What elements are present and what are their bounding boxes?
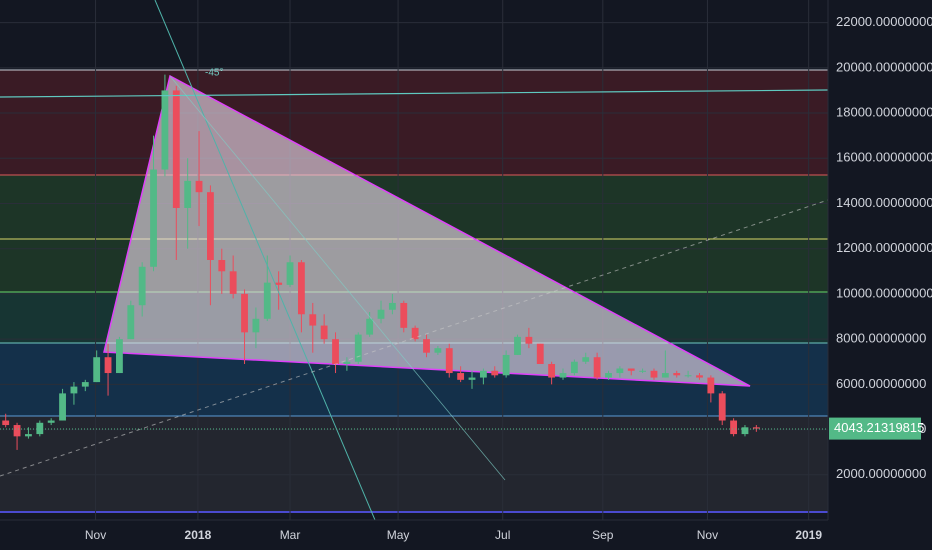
- y-tick-label: 12000.00000000: [836, 240, 932, 255]
- candle-body: [161, 90, 169, 170]
- candle-body: [445, 348, 453, 374]
- last-price-label: 4043.21319815: [834, 420, 924, 435]
- x-tick-label: 2018: [185, 528, 212, 542]
- candle-body: [36, 422, 44, 435]
- candle-body: [195, 180, 203, 193]
- y-tick-label: 20000.00000000: [836, 59, 932, 74]
- candle-body: [525, 336, 533, 344]
- candle-body: [479, 370, 487, 378]
- candle-body: [400, 302, 408, 328]
- last-price-box: [829, 417, 921, 440]
- candle-body: [718, 393, 726, 421]
- candle-body: [2, 420, 10, 426]
- candle-body: [457, 373, 465, 380]
- candle-body: [309, 314, 317, 326]
- x-tick-label: Sep: [592, 528, 614, 542]
- candle-body: [707, 377, 715, 394]
- candle-body: [275, 282, 283, 285]
- candle-body: [593, 357, 601, 378]
- candle-body: [59, 393, 66, 421]
- candle-body: [673, 373, 681, 376]
- y-tick-label: 2000.00000000: [836, 466, 926, 481]
- candle-body: [696, 375, 703, 378]
- fib-band: [0, 416, 828, 512]
- candle-body: [150, 169, 157, 267]
- candle-body: [661, 373, 669, 378]
- trend-line: [0, 89, 829, 98]
- candle-body: [172, 90, 180, 208]
- candle-body: [47, 420, 55, 423]
- candle-body: [570, 361, 578, 374]
- annotation: -45°: [205, 68, 223, 79]
- candle-body: [639, 370, 647, 372]
- y-tick-label: 22000.00000000: [836, 14, 932, 29]
- candle-body: [241, 293, 248, 333]
- trend-lines: [0, 0, 829, 521]
- candle-body: [93, 357, 101, 383]
- axes: 2000.000000004000.000000006000.000000008…: [85, 14, 932, 542]
- y-tick-label: 10000.00000000: [836, 285, 932, 300]
- candle-body: [559, 373, 567, 378]
- candle-body: [263, 282, 271, 319]
- candle-body: [13, 425, 21, 437]
- trend-line: [0, 199, 829, 477]
- y-tick-label: 6000.00000000: [836, 376, 926, 391]
- candle-body: [127, 305, 135, 340]
- candle-body: [377, 309, 385, 319]
- candle-body: [741, 427, 749, 435]
- candles: [2, 74, 760, 450]
- candle-body: [650, 370, 658, 378]
- candle-body: [536, 343, 544, 364]
- candle-body: [684, 375, 692, 377]
- candle-body: [354, 334, 362, 362]
- candle-body: [320, 325, 328, 340]
- candle-body: [366, 318, 374, 335]
- candle-body: [491, 370, 499, 376]
- x-tick-label: May: [387, 528, 410, 542]
- candle-body: [297, 262, 305, 315]
- trend-line: [154, 0, 376, 521]
- candle-body: [468, 377, 476, 380]
- candle-body: [25, 434, 32, 437]
- y-tick-label: 18000.00000000: [836, 104, 932, 119]
- fib-band: [0, 70, 828, 175]
- candle-body: [104, 357, 112, 374]
- candle-body: [548, 364, 556, 378]
- candle-body: [252, 318, 260, 333]
- candle-body: [184, 180, 192, 208]
- x-tick-label: 2019: [795, 528, 822, 542]
- candle-body: [229, 271, 237, 294]
- candle-body: [423, 339, 430, 353]
- trend-line: [169, 75, 506, 481]
- candle-body: [582, 357, 590, 362]
- candle-body: [343, 361, 351, 364]
- x-tick-label: Jul: [495, 528, 510, 542]
- candle-body: [207, 192, 214, 260]
- candle-body: [116, 339, 123, 374]
- candle-body: [616, 368, 624, 374]
- x-tick-label: Nov: [697, 528, 718, 542]
- y-tick-label: 16000.00000000: [836, 150, 932, 165]
- candle-body: [218, 260, 226, 272]
- candle-body: [411, 327, 419, 340]
- candle-body: [434, 348, 442, 353]
- candle-body: [730, 420, 738, 435]
- y-tick-label: 14000.00000000: [836, 195, 932, 210]
- candle-body: [81, 382, 89, 387]
- candle-body: [627, 368, 635, 371]
- candle-body: [605, 373, 612, 378]
- candle-body: [502, 354, 510, 376]
- candle-body: [752, 427, 760, 429]
- candle-body: [70, 386, 78, 394]
- candle-body: [332, 339, 339, 364]
- x-tick-label: Nov: [85, 528, 106, 542]
- x-tick-label: Mar: [280, 528, 301, 542]
- y-tick-label: 8000.00000000: [836, 331, 926, 346]
- candle-body: [514, 336, 521, 355]
- candle-body: [388, 302, 396, 310]
- candle-body: [286, 262, 294, 285]
- candle-body: [138, 266, 146, 306]
